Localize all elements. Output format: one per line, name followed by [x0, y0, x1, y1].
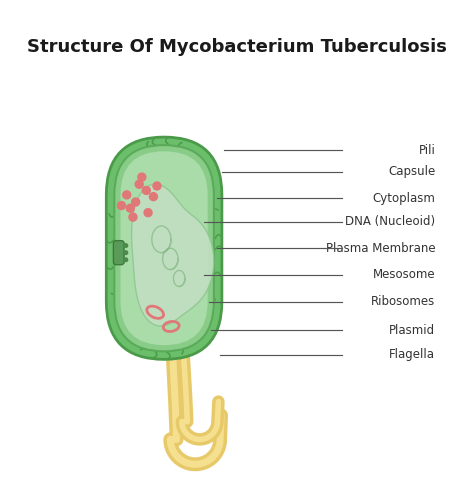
Text: Ribosomes: Ribosomes	[371, 295, 435, 308]
Polygon shape	[132, 184, 214, 326]
Circle shape	[144, 208, 152, 216]
Circle shape	[129, 213, 137, 221]
Text: Plasma Membrane: Plasma Membrane	[326, 242, 435, 254]
FancyBboxPatch shape	[113, 240, 124, 264]
Circle shape	[124, 251, 128, 254]
Circle shape	[149, 192, 157, 200]
Circle shape	[153, 182, 161, 190]
Text: Plasmid: Plasmid	[389, 324, 435, 336]
Text: Mesosome: Mesosome	[373, 268, 435, 281]
Text: Flagella: Flagella	[389, 348, 435, 362]
Text: Structure Of Mycobacterium Tuberculosis: Structure Of Mycobacterium Tuberculosis	[27, 38, 447, 56]
Circle shape	[118, 202, 126, 209]
Circle shape	[142, 186, 150, 194]
FancyBboxPatch shape	[114, 145, 214, 352]
Circle shape	[126, 204, 134, 212]
Text: DNA (Nucleoid): DNA (Nucleoid)	[345, 215, 435, 228]
Circle shape	[132, 198, 140, 206]
Circle shape	[135, 180, 143, 188]
Circle shape	[124, 244, 128, 248]
FancyBboxPatch shape	[120, 152, 208, 345]
Text: Capsule: Capsule	[388, 166, 435, 178]
FancyBboxPatch shape	[106, 137, 222, 360]
Text: Pili: Pili	[419, 144, 435, 157]
Circle shape	[124, 258, 128, 262]
Circle shape	[123, 191, 131, 199]
Circle shape	[138, 173, 146, 181]
Text: Cytoplasm: Cytoplasm	[373, 192, 435, 205]
